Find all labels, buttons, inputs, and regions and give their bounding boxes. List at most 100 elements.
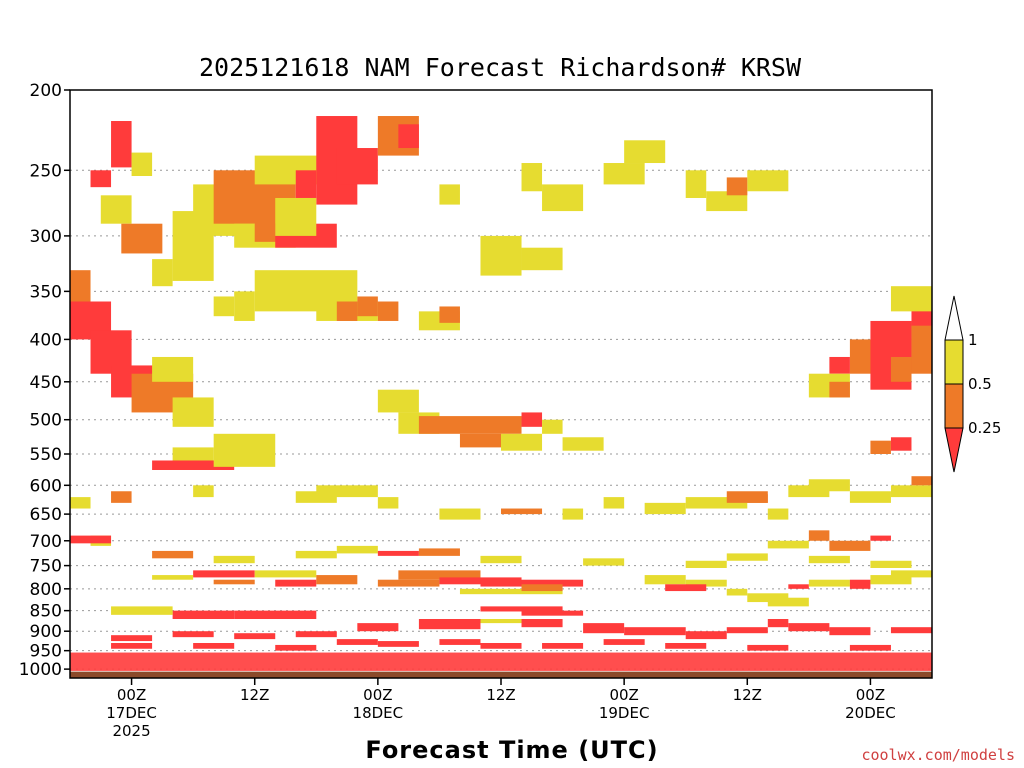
ri-cell: [521, 619, 563, 628]
ri-cell: [521, 247, 563, 271]
ri-cell: [398, 570, 481, 580]
ri-cell: [418, 416, 522, 434]
ri-cell: [890, 437, 912, 451]
ri-cell: [234, 610, 317, 620]
ri-cell: [911, 476, 932, 486]
ri-cell: [295, 170, 317, 198]
ri-cell: [480, 235, 522, 276]
ri-cell: [111, 491, 132, 503]
ri-cell: [521, 610, 584, 616]
credit-link[interactable]: coolwx.com/models: [861, 746, 1015, 764]
ri-cell: [788, 584, 809, 589]
y-tick-label: 850: [30, 602, 62, 622]
ri-cell: [100, 195, 132, 224]
x-tick-label: 18DEC: [353, 704, 404, 722]
ri-cell: [808, 530, 830, 541]
ri-cell: [295, 550, 337, 559]
colorbar-label: 1: [968, 331, 978, 349]
ri-cell: [542, 184, 584, 212]
ri-cell: [562, 437, 604, 451]
ri-cell: [111, 635, 153, 642]
ri-cell: [439, 306, 460, 323]
ri-cell: [829, 356, 850, 374]
colorbar-legend: 1 0.5 0.25: [944, 295, 1001, 473]
ri-cell: [583, 558, 625, 566]
ri-cell: [767, 508, 789, 520]
x-tick-label: 12Z: [486, 686, 515, 704]
ri-cell: [70, 535, 112, 544]
ri-cell: [829, 381, 850, 398]
ri-cell: [131, 152, 153, 177]
y-tick-label: 900: [30, 622, 62, 642]
ri-cell: [152, 460, 235, 470]
ri-cell: [152, 575, 194, 580]
x-tick-label: 19DEC: [599, 704, 650, 722]
ri-cell: [213, 296, 235, 317]
ri-cell: [439, 639, 481, 645]
y-tick-label: 350: [30, 282, 62, 302]
ri-cell: [336, 545, 378, 554]
x-tick-label: 12Z: [733, 686, 762, 704]
ri-cell: [90, 170, 112, 188]
ground-band: [70, 671, 932, 678]
ri-cell: [111, 121, 132, 168]
ri-cell: [459, 433, 501, 448]
y-axis: 200 250 300 350 400 450 500 550 600 650 700 750 8008…: [19, 81, 70, 680]
y-tick-label: 400: [30, 330, 62, 350]
ri-cell: [870, 560, 912, 568]
ri-cell: [336, 301, 358, 321]
boundary-layer-band: [70, 652, 932, 671]
ri-cell: [295, 631, 337, 638]
ri-cell: [521, 412, 543, 427]
ri-cell: [542, 643, 584, 649]
colorbar-label: 0.5: [968, 375, 992, 393]
ri-cell: [911, 320, 932, 374]
ri-cell: [583, 623, 625, 634]
ri-cell: [890, 627, 932, 634]
x-tick-label: 00Z: [117, 686, 146, 704]
ri-cell: [275, 579, 317, 587]
ri-cell: [275, 644, 317, 651]
ri-cell: [747, 170, 789, 192]
ri-cell: [172, 397, 214, 427]
ri-cell: [111, 606, 173, 615]
colorbar-orange: [944, 383, 964, 429]
ri-cell: [829, 540, 871, 551]
y-tick-label: 300: [30, 227, 62, 247]
ri-cell: [480, 643, 522, 649]
ri-cell: [521, 584, 563, 592]
ri-cell: [377, 497, 399, 509]
ri-cell: [829, 627, 871, 636]
ri-cell: [480, 555, 522, 564]
ri-cell: [234, 633, 276, 640]
colorbar-top-triangle: [944, 295, 964, 341]
ri-cell: [377, 389, 419, 413]
surface-layer: [70, 652, 932, 678]
ri-cell: [377, 579, 440, 587]
ri-cell: [193, 570, 255, 578]
y-tick-label: 450: [30, 373, 62, 393]
ri-cell: [726, 588, 748, 596]
ri-cell: [213, 433, 276, 467]
ri-cell: [193, 643, 235, 649]
ri-cell: [808, 555, 850, 564]
ri-cell: [685, 579, 727, 587]
y-tick-label: 250: [30, 161, 62, 181]
ri-cell: [152, 550, 194, 559]
ri-cell: [767, 540, 809, 549]
colorbar-bottom-triangle: [944, 427, 964, 473]
ri-cell: [685, 560, 727, 568]
x-tick-label: 2025: [112, 722, 150, 740]
ri-cell: [644, 575, 686, 585]
plot-area: [69, 89, 933, 679]
ri-cell: [152, 259, 173, 287]
ri-cell: [439, 184, 460, 205]
ri-cell: [459, 588, 563, 595]
ri-cell: [747, 593, 789, 603]
ri-cell: [234, 291, 255, 321]
ri-cell: [870, 440, 891, 454]
ri-cell: [377, 301, 399, 321]
ri-cell: [418, 619, 481, 630]
